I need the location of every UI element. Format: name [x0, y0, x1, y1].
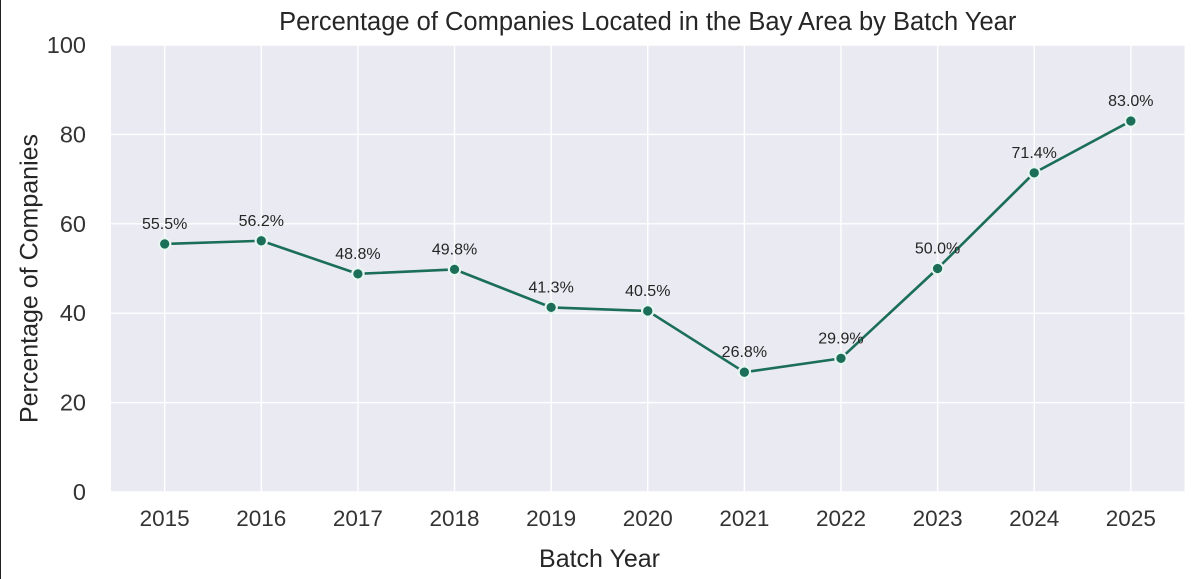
svg-text:29.9%: 29.9%	[818, 330, 863, 347]
svg-text:2025: 2025	[1106, 506, 1156, 531]
svg-text:20: 20	[60, 390, 86, 416]
svg-text:2015: 2015	[140, 506, 190, 531]
svg-text:2016: 2016	[236, 506, 286, 531]
svg-text:55.5%: 55.5%	[142, 216, 187, 233]
svg-text:40.5%: 40.5%	[625, 283, 670, 300]
svg-text:40: 40	[60, 300, 86, 326]
svg-text:48.8%: 48.8%	[335, 246, 380, 263]
svg-text:80: 80	[60, 121, 86, 147]
svg-text:2020: 2020	[623, 506, 673, 531]
svg-text:2017: 2017	[333, 506, 383, 531]
svg-text:50.0%: 50.0%	[915, 241, 960, 258]
svg-text:2021: 2021	[719, 506, 769, 531]
svg-text:71.4%: 71.4%	[1012, 145, 1057, 162]
svg-text:2019: 2019	[526, 506, 576, 531]
svg-text:41.3%: 41.3%	[528, 279, 573, 296]
svg-text:2022: 2022	[816, 506, 866, 531]
svg-text:83.0%: 83.0%	[1108, 93, 1153, 110]
svg-text:49.8%: 49.8%	[432, 241, 477, 258]
svg-text:2024: 2024	[1009, 506, 1059, 531]
svg-text:60: 60	[60, 211, 86, 237]
svg-text:100: 100	[47, 32, 86, 58]
svg-text:2018: 2018	[429, 506, 479, 531]
svg-text:2023: 2023	[913, 506, 963, 531]
svg-text:0: 0	[73, 479, 86, 505]
svg-text:26.8%: 26.8%	[722, 344, 767, 361]
svg-text:56.2%: 56.2%	[239, 213, 284, 230]
